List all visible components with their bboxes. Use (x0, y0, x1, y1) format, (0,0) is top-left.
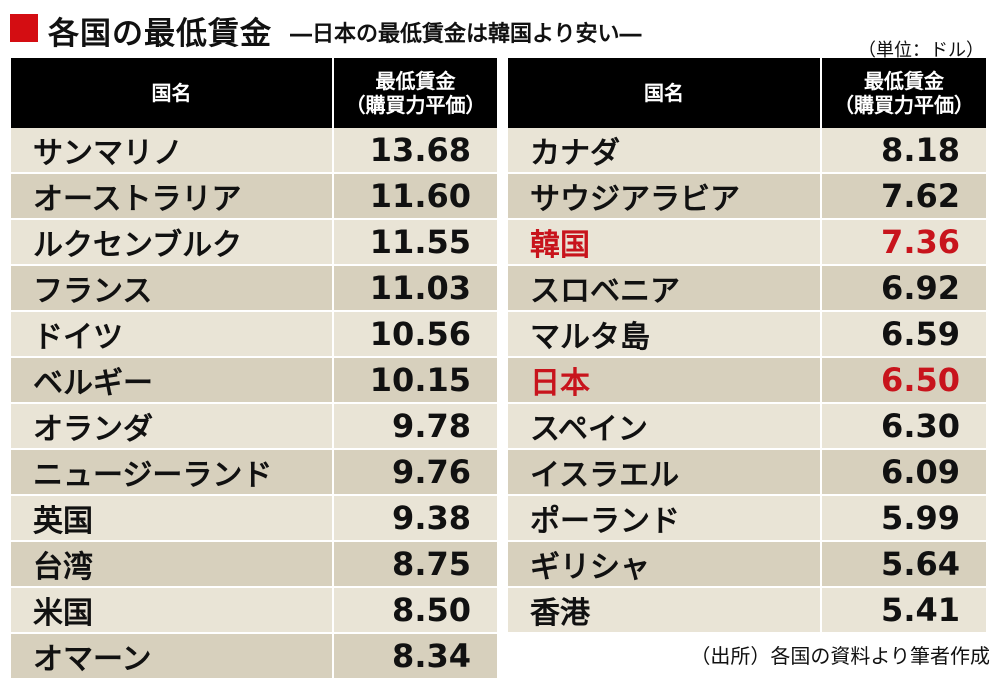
table-row: 英国 9.38 (11, 495, 497, 542)
wage-table-left: 国名 最低賃金 （購買力平価） サンマリノ 13.68 オーストラリア 11.60 ルク… (11, 58, 497, 680)
country-name-cell: サンマリノ (11, 128, 334, 174)
wage-value-cell: 5.41 (821, 587, 986, 634)
chart-subtitle: ―日本の最低賃金は韓国より安い― (290, 22, 642, 47)
chart-title: 各国の最低賃金 (48, 16, 272, 52)
table-row: 香港 5.41 (508, 587, 986, 634)
column-header-wage-line2: （購買力平価） (834, 93, 974, 117)
column-header-wage-line2: （購買力平価） (345, 93, 486, 117)
chart-header: 各国の最低賃金 ―日本の最低賃金は韓国より安い― （単位：ドル） (8, 6, 992, 61)
column-header-wage: 最低賃金 （購買力平価） (333, 58, 497, 128)
table-row: ドイツ 10.56 (11, 311, 497, 358)
table-row: オーストラリア 11.60 (11, 173, 497, 220)
country-name-cell: スロベニア (508, 265, 822, 312)
wage-value-cell: 5.64 (821, 541, 986, 588)
country-name-cell: オマーン (11, 633, 334, 680)
table-row: マルタ島 6.59 (508, 311, 986, 358)
wage-value-cell: 8.75 (333, 541, 497, 588)
table-row: 韓国 7.36 (508, 219, 986, 266)
table-row: サンマリノ 13.68 (11, 128, 497, 174)
wage-value-cell: 6.92 (821, 265, 986, 312)
country-name-cell: カナダ (508, 128, 822, 174)
table-row: ポーランド 5.99 (508, 495, 986, 542)
title-marker-square (10, 14, 38, 42)
column-header-country: 国名 (11, 58, 334, 128)
table-row: フランス 11.03 (11, 265, 497, 312)
country-name-cell: マルタ島 (508, 311, 822, 358)
wage-value-cell: 9.76 (333, 449, 497, 496)
country-name-cell: 香港 (508, 587, 822, 634)
country-name-cell: ギリシャ (508, 541, 822, 588)
source-note: （出所）各国の資料より筆者作成 (690, 644, 990, 668)
wage-value-cell: 6.30 (821, 403, 986, 450)
country-name-cell: スペイン (508, 403, 822, 450)
wage-value-cell: 13.68 (333, 128, 497, 174)
country-name-cell: ポーランド (508, 495, 822, 542)
wage-value-cell: 6.09 (821, 449, 986, 496)
wage-value-cell: 6.50 (821, 357, 986, 404)
wage-value-cell: 8.18 (821, 128, 986, 174)
table-row: オマーン 8.34 (11, 633, 497, 680)
wage-table-right: 国名 最低賃金 （購買力平価） カナダ 8.18 サウジアラビア 7.62 韓国 7.36… (508, 58, 986, 634)
wage-value-cell: 7.62 (821, 173, 986, 220)
table-row: 台湾 8.75 (11, 541, 497, 588)
wage-value-cell: 8.50 (333, 587, 497, 634)
country-name-cell: ドイツ (11, 311, 334, 358)
table-row: スロベニア 6.92 (508, 265, 986, 312)
column-header-wage-line1: 最低賃金 (375, 69, 456, 93)
column-header-wage: 最低賃金 （購買力平価） (821, 58, 986, 128)
table-row: ギリシャ 5.64 (508, 541, 986, 588)
wage-value-cell: 9.38 (333, 495, 497, 542)
table-row: イスラエル 6.09 (508, 449, 986, 496)
country-name-cell: ルクセンブルク (11, 219, 334, 266)
country-name-cell: 米国 (11, 587, 334, 634)
country-name-cell: 日本 (508, 357, 822, 404)
table-body-left: サンマリノ 13.68 オーストラリア 11.60 ルクセンブルク 11.55 フランス 11… (11, 128, 497, 680)
country-name-cell: ベルギー (11, 357, 334, 404)
table-row: カナダ 8.18 (508, 128, 986, 174)
country-name-cell: 英国 (11, 495, 334, 542)
wage-value-cell: 9.78 (333, 403, 497, 450)
wage-value-cell: 11.60 (333, 173, 497, 220)
country-name-cell: ニュージーランド (11, 449, 334, 496)
country-name-cell: オーストラリア (11, 173, 334, 220)
wage-value-cell: 5.99 (821, 495, 986, 542)
table-row: 日本 6.50 (508, 357, 986, 404)
unit-label: （単位：ドル） (858, 40, 984, 61)
table-row: 米国 8.50 (11, 587, 497, 634)
table-header-row: 国名 最低賃金 （購買力平価） (11, 58, 497, 128)
table-body-right: カナダ 8.18 サウジアラビア 7.62 韓国 7.36 スロベニア 6.92 マルタ島 6.5… (508, 128, 986, 634)
country-name-cell: 台湾 (11, 541, 334, 588)
table-row: サウジアラビア 7.62 (508, 173, 986, 220)
country-name-cell: イスラエル (508, 449, 822, 496)
table-row: ニュージーランド 9.76 (11, 449, 497, 496)
country-name-cell: オランダ (11, 403, 334, 450)
country-name-cell: 韓国 (508, 219, 822, 266)
wage-value-cell: 7.36 (821, 219, 986, 266)
table-row: オランダ 9.78 (11, 403, 497, 450)
column-header-wage-line1: 最低賃金 (864, 69, 944, 93)
wage-value-cell: 11.03 (333, 265, 497, 312)
table-header-row: 国名 最低賃金 （購買力平価） (508, 58, 986, 128)
wage-value-cell: 8.34 (333, 633, 497, 680)
column-header-country: 国名 (508, 58, 822, 128)
wage-value-cell: 10.15 (333, 357, 497, 404)
wage-value-cell: 6.59 (821, 311, 986, 358)
country-name-cell: フランス (11, 265, 334, 312)
country-name-cell: サウジアラビア (508, 173, 822, 220)
table-row: スペイン 6.30 (508, 403, 986, 450)
table-row: ルクセンブルク 11.55 (11, 219, 497, 266)
wage-value-cell: 11.55 (333, 219, 497, 266)
wage-value-cell: 10.56 (333, 311, 497, 358)
table-row: ベルギー 10.15 (11, 357, 497, 404)
